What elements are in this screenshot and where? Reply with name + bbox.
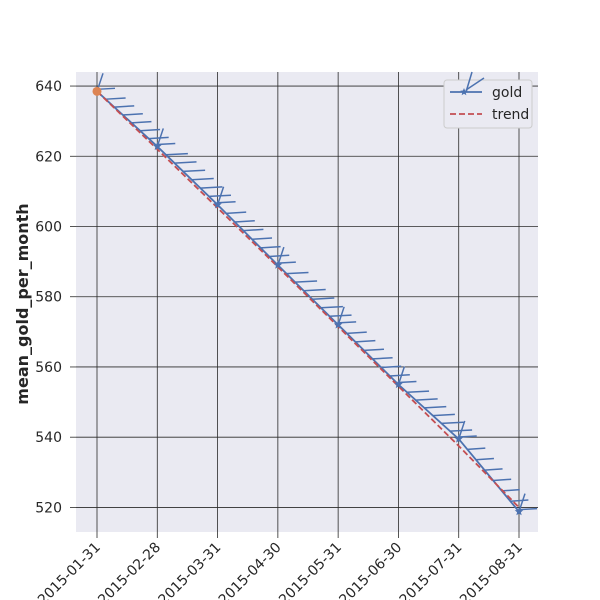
gold-flag — [277, 261, 296, 264]
y-tick-label: 580 — [35, 290, 62, 306]
gold-barb — [415, 398, 438, 401]
gold-barb — [251, 237, 273, 240]
grid — [76, 72, 538, 532]
gold-barb — [234, 220, 255, 223]
gold-barb — [131, 120, 152, 124]
gold-barb — [389, 374, 410, 377]
gold-barb — [114, 105, 135, 108]
gold-barb — [346, 331, 367, 335]
gold-barb — [165, 152, 188, 156]
x-tick-label: 2015-01-31 — [35, 540, 104, 600]
gold-flag — [518, 493, 526, 512]
gold-barb — [260, 245, 281, 249]
gold-flag — [458, 435, 477, 438]
gold-barb — [432, 413, 455, 417]
gold-barb — [441, 421, 464, 425]
gold-barb — [381, 365, 402, 369]
gold-barb — [484, 468, 503, 471]
gold-barb — [286, 271, 309, 275]
gold-barb — [174, 161, 197, 164]
y-tick-label: 560 — [35, 360, 62, 376]
x-tick-label: 2015-03-31 — [156, 540, 225, 600]
y-tick-label: 620 — [35, 149, 62, 165]
gold-flag — [156, 128, 164, 147]
gold-flag — [337, 306, 345, 326]
trend-start-point — [92, 86, 102, 96]
legend-gold-symbol — [450, 71, 485, 96]
gold-point — [514, 507, 524, 516]
gold-barb — [140, 128, 161, 132]
gold-barb — [148, 136, 169, 140]
gold-barb — [269, 254, 290, 258]
gold-barb — [183, 169, 206, 173]
x-axis-ticks: 2015-01-312015-02-282015-03-312015-04-30… — [35, 532, 526, 600]
x-tick-label: 2015-05-31 — [276, 540, 345, 600]
gold-barb — [295, 280, 318, 283]
series-gold-line — [96, 90, 520, 513]
x-tick-label: 2015-07-31 — [397, 540, 466, 600]
gold-barb — [243, 228, 264, 232]
gold-barb — [226, 211, 247, 215]
legend: gold trend — [443, 71, 533, 129]
gold-barb — [475, 457, 494, 461]
gold-flag — [157, 142, 176, 146]
y-axis-ticks: 520 540 560 580 600 620 640 — [35, 79, 76, 516]
x-tick-label: 2015-04-30 — [216, 540, 285, 600]
gold-barb — [406, 390, 430, 394]
gold-barb — [467, 447, 486, 451]
gold-barb — [372, 356, 393, 360]
y-tick-label: 540 — [35, 430, 62, 446]
gold-flag — [277, 246, 285, 266]
gold-flag — [338, 321, 357, 324]
gold-point — [153, 141, 162, 151]
gold-barb — [501, 488, 520, 492]
gold-barb — [510, 499, 529, 502]
gold-barb — [493, 478, 512, 482]
gold-point — [273, 260, 283, 269]
gold-barb — [191, 177, 214, 181]
gold-flag — [216, 186, 225, 205]
y-axis-title: mean_gold_per_month — [13, 203, 32, 404]
gold-flag — [217, 200, 236, 204]
gold-barb — [122, 112, 143, 116]
gold-barb — [355, 339, 376, 343]
gold-point — [394, 380, 403, 389]
gold-point — [213, 200, 222, 209]
y-tick-label: 520 — [35, 500, 62, 516]
gold-point — [454, 434, 463, 443]
gold-flag — [518, 507, 538, 511]
gold-flag — [398, 380, 417, 384]
plot-background — [76, 72, 538, 532]
x-tick-label: 2015-08-31 — [457, 540, 526, 600]
gold-barb — [320, 305, 343, 309]
gold-barb — [200, 186, 223, 189]
x-tick-label: 2015-06-30 — [336, 540, 405, 600]
series-layer — [92, 73, 538, 516]
y-tick-label: 640 — [35, 79, 62, 95]
gold-point — [333, 320, 343, 329]
plot-area — [92, 73, 538, 516]
legend-entry-trend: trend — [492, 107, 529, 123]
gold-flag — [458, 420, 466, 440]
gold-flag — [397, 366, 406, 385]
gold-barb — [363, 348, 385, 352]
gold-barb — [105, 97, 126, 100]
gold-barb — [303, 288, 326, 292]
x-tick-label: 2015-02-28 — [95, 540, 164, 600]
gold-barb — [424, 405, 447, 409]
y-tick-label: 600 — [35, 220, 62, 236]
legend-entry-gold: gold — [492, 85, 522, 101]
gold-barb — [312, 297, 335, 300]
